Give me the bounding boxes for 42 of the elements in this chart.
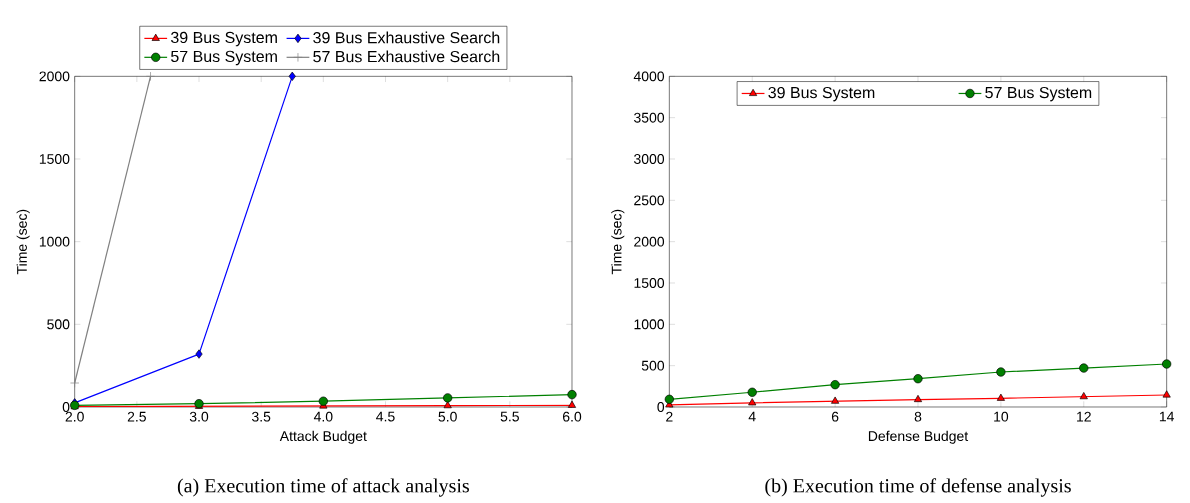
y-tick-label: 1500 xyxy=(634,278,665,288)
x-tick-label: 3.0 xyxy=(189,411,209,422)
text: (a) Execution time of attack analysis xyxy=(177,478,469,497)
y-tick-label: 1500 xyxy=(39,154,70,164)
y-tick-label: 2500 xyxy=(634,195,665,206)
x-tick-label: 2.0 xyxy=(65,411,84,422)
y-tick-label: 4000 xyxy=(633,71,665,82)
x-tick-label: 2.5 xyxy=(127,411,146,422)
legend-label: 39 Bus System xyxy=(170,31,277,47)
x-tick-label: 3.5 xyxy=(251,411,271,422)
y-tick-label: 2000 xyxy=(39,71,70,82)
legend-label: 57 Bus Exhaustive Search xyxy=(313,50,500,63)
y-tick-label: 3500 xyxy=(634,112,665,123)
y-tick-label: 500 xyxy=(641,360,665,371)
x-tick-label: 4.5 xyxy=(376,411,395,422)
x-tick-label: 4 xyxy=(748,411,756,422)
y-tick-label: 1000 xyxy=(39,236,70,247)
legend-label: 39 Bus Exhaustive Search xyxy=(313,31,500,44)
y-tick-label: 0 xyxy=(62,402,70,412)
x-axis-title: Attack Budget xyxy=(279,430,367,444)
y-axis-title: Time (sec) xyxy=(16,209,30,275)
x-tick-label: 10 xyxy=(994,411,1009,422)
y-tick-label: 2000 xyxy=(634,236,665,247)
x-tick-label: 12 xyxy=(1077,411,1091,422)
x-tick-label: 2 xyxy=(666,411,673,422)
legend-label: 57 Bus System xyxy=(985,86,1092,102)
y-tick-label: 500 xyxy=(47,319,70,330)
y-tick-label: 3000 xyxy=(634,154,665,164)
y-tick-label: 0 xyxy=(657,402,665,412)
x-tick-label: 6 xyxy=(831,411,839,422)
y-axis-title: Time (sec) xyxy=(611,209,625,275)
x-tick-label: 6.0 xyxy=(562,411,582,422)
x-tick-label: 8 xyxy=(914,411,922,422)
legend-label: 39 Bus System xyxy=(768,86,875,102)
y-tick-label: 1000 xyxy=(634,319,665,330)
legend-label: 57 Bus System xyxy=(171,50,277,66)
x-axis-title: Defense Budget xyxy=(868,430,969,444)
text: (b) Execution time of defense analysis xyxy=(765,478,1071,497)
x-tick-label: 5.5 xyxy=(500,411,519,422)
x-tick-label: 4.0 xyxy=(313,411,333,422)
x-tick-label: 5.0 xyxy=(438,411,457,422)
x-tick-label: 14 xyxy=(1159,411,1175,422)
